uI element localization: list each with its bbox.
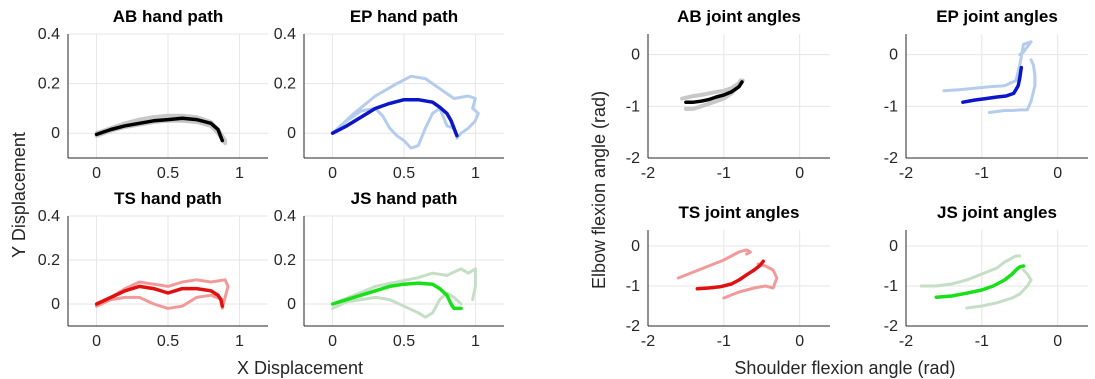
subplot-5: -2 -1 0 -2 -1 0 AB joint angles (626, 7, 830, 182)
x-tick-label: -2 (899, 165, 913, 182)
x-tick-label: 1 (471, 165, 480, 182)
subplot-title: AB joint angles (677, 7, 801, 26)
left-ylabel: Y Displacement (9, 132, 29, 258)
x-tick-label: -2 (641, 165, 655, 182)
y-tick-label: 0 (51, 296, 60, 313)
series-line-1 (95, 278, 230, 310)
x-tick-label: 0.5 (157, 333, 179, 350)
subplot-title: EP hand path (350, 7, 458, 26)
x-tick-label: 0 (795, 333, 804, 350)
subplot-title: EP joint angles (936, 7, 1058, 26)
y-tick-label: -2 (626, 318, 640, 335)
x-tick-label: 0 (1053, 333, 1062, 350)
subplot-title: JS joint angles (937, 203, 1057, 222)
series-line-2 (722, 262, 779, 300)
x-tick-label: -1 (717, 165, 731, 182)
y-tick-label: 0.4 (38, 208, 60, 225)
x-tick-label: 0 (92, 333, 101, 350)
x-tick-label: 1 (471, 333, 480, 350)
series-line-3 (684, 80, 744, 104)
series-line-3 (330, 97, 459, 138)
y-tick-label: 0.4 (38, 26, 60, 43)
subplot-2: 0 0.5 1 0 0.2 0.4 EP hand path (274, 7, 504, 182)
subplot-3: 0 0.5 1 0 0.2 0.4 TS hand path (38, 189, 268, 350)
subplot-title: AB hand path (113, 7, 224, 26)
subplot-title: TS hand path (114, 189, 222, 208)
left-xlabel: X Displacement (237, 358, 363, 378)
y-tick-label: 0 (287, 296, 296, 313)
y-tick-label: 0.4 (274, 26, 296, 43)
series-line-3 (330, 281, 463, 311)
x-tick-label: -1 (975, 165, 989, 182)
x-tick-label: 0.5 (157, 165, 179, 182)
x-tick-label: 1 (235, 165, 244, 182)
y-tick-label: 0.2 (38, 76, 60, 93)
y-tick-label: -1 (884, 98, 898, 115)
y-tick-label: -2 (884, 150, 898, 167)
series-line-2 (987, 58, 1037, 114)
x-tick-label: 1 (235, 333, 244, 350)
x-tick-label: 0.5 (393, 165, 415, 182)
series-line-1 (331, 74, 480, 140)
subplot-title: TS joint angles (679, 203, 800, 222)
x-tick-label: 0 (795, 165, 804, 182)
series-line-3 (934, 264, 1026, 299)
series-line-3 (961, 65, 1024, 104)
y-tick-label: 0.2 (274, 76, 296, 93)
series-line-3 (695, 259, 766, 291)
right-ylabel: Elbow flexion angle (rad) (589, 91, 609, 289)
series-line-3 (94, 116, 225, 143)
y-tick-label: 0 (51, 125, 60, 142)
x-tick-label: -1 (717, 333, 731, 350)
series-line-2 (680, 78, 743, 101)
x-tick-label: -2 (641, 333, 655, 350)
y-tick-label: -1 (626, 98, 640, 115)
y-tick-label: 0 (631, 238, 640, 255)
y-tick-label: -1 (626, 278, 640, 295)
x-tick-label: 0.5 (393, 333, 415, 350)
series-line-1 (942, 40, 1033, 93)
x-tick-label: -1 (975, 333, 989, 350)
series-line-1 (676, 248, 752, 280)
y-tick-label: 0 (287, 125, 296, 142)
series-line-1 (919, 254, 1022, 288)
subplot-1: 0 0.5 1 0 0.2 0.4 AB hand path (38, 7, 268, 182)
series-line-2 (95, 293, 224, 310)
y-tick-label: 0.2 (274, 252, 296, 269)
y-tick-label: 0.4 (274, 208, 296, 225)
y-tick-label: -2 (626, 150, 640, 167)
y-tick-label: 0 (889, 238, 898, 255)
subplot-title: JS hand path (351, 189, 458, 208)
series-line-2 (965, 268, 1033, 310)
subplot-6: -2 -1 0 -2 -1 0 EP joint angles (884, 7, 1088, 182)
series-line-1 (331, 267, 477, 306)
y-tick-label: 0 (889, 47, 898, 64)
x-tick-label: 0 (1053, 165, 1062, 182)
series-line-1 (94, 118, 228, 146)
y-tick-label: -1 (884, 278, 898, 295)
series-line-2 (331, 106, 456, 150)
x-tick-label: 0 (328, 165, 337, 182)
series-line-3 (94, 284, 225, 308)
y-tick-label: -2 (884, 318, 898, 335)
x-tick-label: -2 (899, 333, 913, 350)
y-tick-label: 0 (631, 47, 640, 64)
x-tick-label: 0 (92, 165, 101, 182)
right-xlabel: Shoulder flexion angle (rad) (734, 358, 955, 378)
subplot-7: -2 -1 0 -2 -1 0 TS joint angles (626, 203, 830, 350)
x-tick-label: 0 (328, 333, 337, 350)
subplot-4: 0 0.5 1 0 0.2 0.4 JS hand path (274, 189, 504, 350)
y-tick-label: 0.2 (38, 252, 60, 269)
subplot-8: -2 -1 0 -2 -1 0 JS joint angles (884, 203, 1088, 350)
